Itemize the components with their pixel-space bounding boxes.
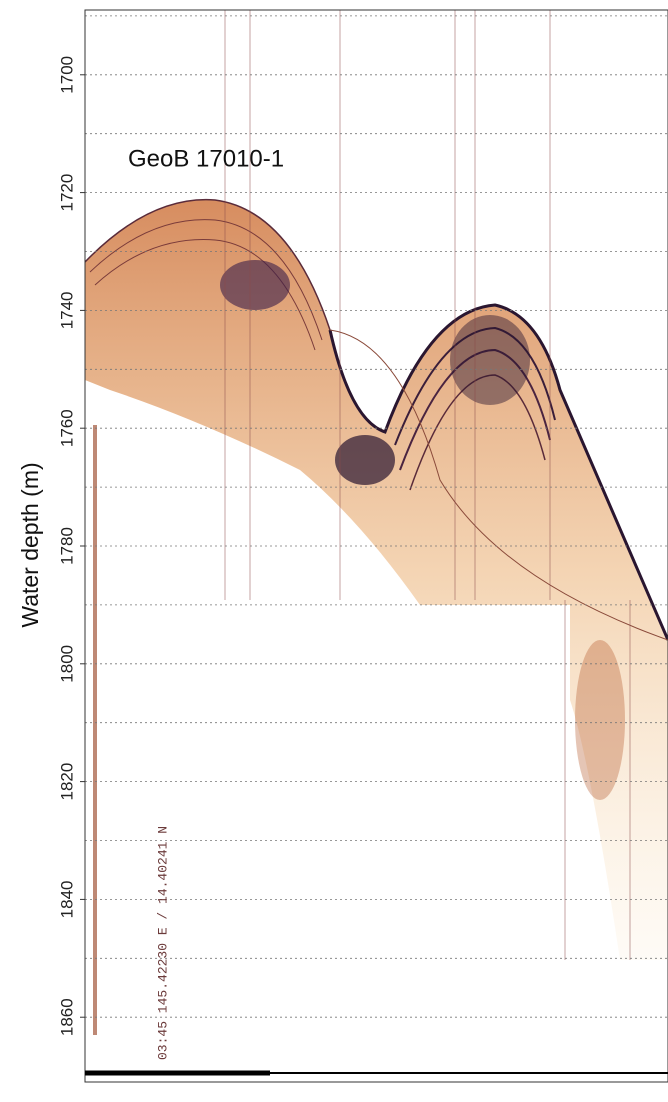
seismic-image bbox=[84, 10, 668, 1035]
y-tick-label: 1860 bbox=[57, 998, 76, 1036]
y-tick-label: 1840 bbox=[57, 880, 76, 918]
y-tick-label: 1780 bbox=[57, 527, 76, 565]
y-axis-title: Water depth (m) bbox=[17, 462, 43, 627]
y-tick-label: 1700 bbox=[57, 56, 76, 94]
y-tick-label: 1800 bbox=[57, 645, 76, 683]
position-annotation: 03:45 145.42230 E / 14.40241 N bbox=[155, 826, 170, 1060]
y-tick-label: 1720 bbox=[57, 174, 76, 212]
profile-title: GeoB 17010-1 bbox=[128, 145, 284, 172]
y-tick-label: 1740 bbox=[57, 291, 76, 329]
y-tick-label: 1820 bbox=[57, 763, 76, 801]
y-tick-label: 1760 bbox=[57, 409, 76, 447]
